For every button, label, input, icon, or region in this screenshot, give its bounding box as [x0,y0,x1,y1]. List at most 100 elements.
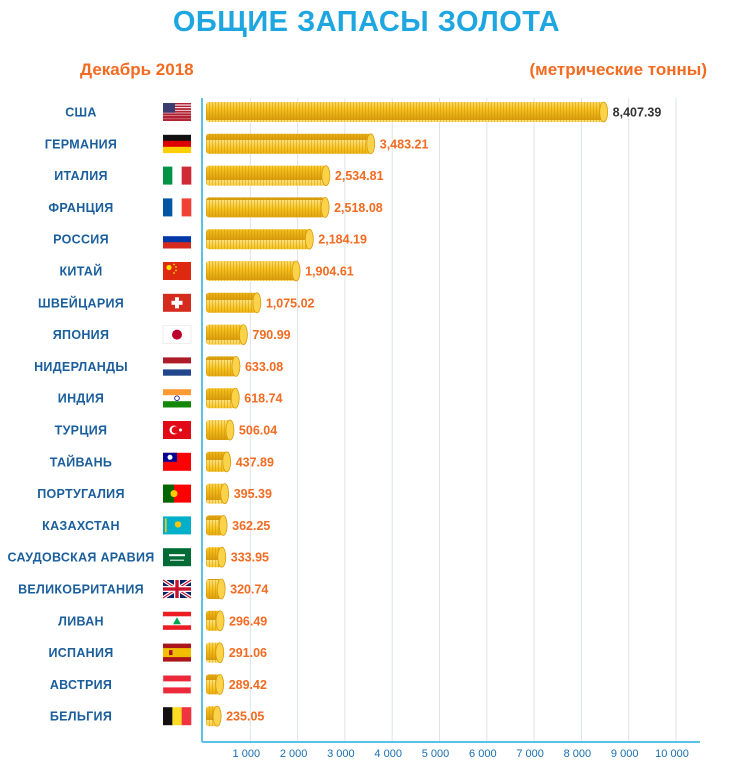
country-label: ТУРЦИЯ [55,424,108,438]
x-tick-label: 7 000 [516,748,544,760]
country-label: ПОРТУГАЛИЯ [37,487,125,501]
bar [206,102,604,122]
bar-cap [217,546,227,568]
bar-cap [230,387,240,409]
bar-cap [366,133,376,155]
austria-flag-icon [162,675,192,694]
country-label: США [65,106,97,120]
x-tick-label: 8 000 [564,748,592,760]
x-tick-label: 2 000 [280,748,308,760]
value-label: 235.05 [226,710,264,724]
bar-cap [220,483,230,505]
bar [206,324,244,345]
japan-flag-icon [162,325,192,344]
country-label: ВЕЛИКОБРИТАНИЯ [18,583,144,597]
bar-cap [215,642,225,663]
value-label: 296.49 [229,614,267,628]
bar-cap [231,355,241,377]
chart-title: ОБЩИЕ ЗАПАСЫ ЗОЛОТА [172,6,561,38]
belgium-flag-icon [163,707,192,726]
value-label: 437.89 [236,455,274,469]
bar [206,229,310,250]
country-label: РОССИЯ [53,233,109,247]
bar-cap [291,260,301,282]
china-flag-icon [163,262,191,280]
value-label: 2,518.08 [334,201,383,215]
bar [206,165,326,186]
bar [206,197,326,218]
bar-cap [212,705,222,727]
bar-cap [304,228,314,250]
germany-flag-icon [163,134,191,154]
india-flag-icon [163,389,191,408]
bar-cap [216,578,226,600]
value-label: 1,904.61 [305,265,354,279]
bar [206,292,257,313]
saudi-arabia-flag-icon [163,548,191,567]
italy-flag-icon [163,166,192,185]
bar-cap [320,196,330,218]
value-label: 8,407.39 [613,106,662,120]
value-label: 333.95 [231,551,269,565]
bar [206,547,222,568]
value-label: 395.39 [234,487,272,501]
country-label: КАЗАХСТАН [42,519,120,533]
country-label: КИТАЙ [60,264,103,279]
bar-cap [239,324,248,346]
value-label: 506.04 [239,424,277,438]
lebanon-flag-icon [162,611,192,631]
country-label: ГЕРМАНИЯ [45,137,117,151]
x-tick-label: 3 000 [327,748,355,760]
netherlands-flag-icon [163,357,191,376]
bar [206,388,236,409]
x-tick-label: 9 000 [611,748,639,760]
country-label: ТАЙВАНЬ [50,454,112,469]
bar-cap [321,165,331,187]
chart-subtitle-date: Декабрь 2018 [80,60,194,79]
bar-cap [252,292,262,314]
bar [206,261,297,281]
portugal-flag-icon [163,484,191,503]
bar [206,483,225,504]
country-label: НИДЕРЛАНДЫ [34,360,128,374]
country-label: ЯПОНИЯ [53,328,110,342]
country-label: ИТАЛИЯ [54,169,108,183]
bar [206,356,236,377]
bar-cap [225,419,235,441]
bar-cap [218,515,228,536]
bar [206,420,230,440]
bar-cap [215,674,225,695]
country-label: БЕЛЬГИЯ [50,710,112,724]
country-label: ШВЕЙЦАРИЯ [38,295,124,310]
country-label: ИСПАНИЯ [48,646,113,660]
value-label: 362.25 [232,519,270,533]
spain-flag-icon [163,643,191,662]
x-tick-label: 6 000 [469,748,497,760]
russia-flag-icon [163,230,191,249]
country-label: АВСТРИЯ [50,678,112,692]
bar-cap [599,101,609,123]
value-label: 618.74 [244,392,282,406]
country-label: САУДОВСКАЯ АРАВИЯ [7,551,154,565]
value-label: 289.42 [229,678,267,692]
value-label: 291.06 [229,646,267,660]
us-flag-icon [163,103,191,121]
country-label: ИНДИЯ [58,392,104,406]
value-label: 2,534.81 [335,169,384,183]
bar [206,515,224,536]
value-label: 790.99 [252,328,290,342]
x-tick-label: 4 000 [374,748,402,760]
turkey-flag-icon [163,421,191,439]
bar [206,451,227,472]
france-flag-icon [163,198,192,217]
kazakhstan-flag-icon [163,516,191,535]
country-label: ЛИВАН [58,614,104,628]
chart-unit-label: (метрические тонны) [529,60,707,79]
uk-flag-icon [162,578,192,600]
country-label: ФРАНЦИЯ [48,201,113,215]
x-tick-label: 5 000 [422,748,450,760]
value-label: 1,075.02 [266,296,315,310]
switzerland-flag-icon [163,293,191,312]
x-tick-label: 10 000 [655,748,689,760]
